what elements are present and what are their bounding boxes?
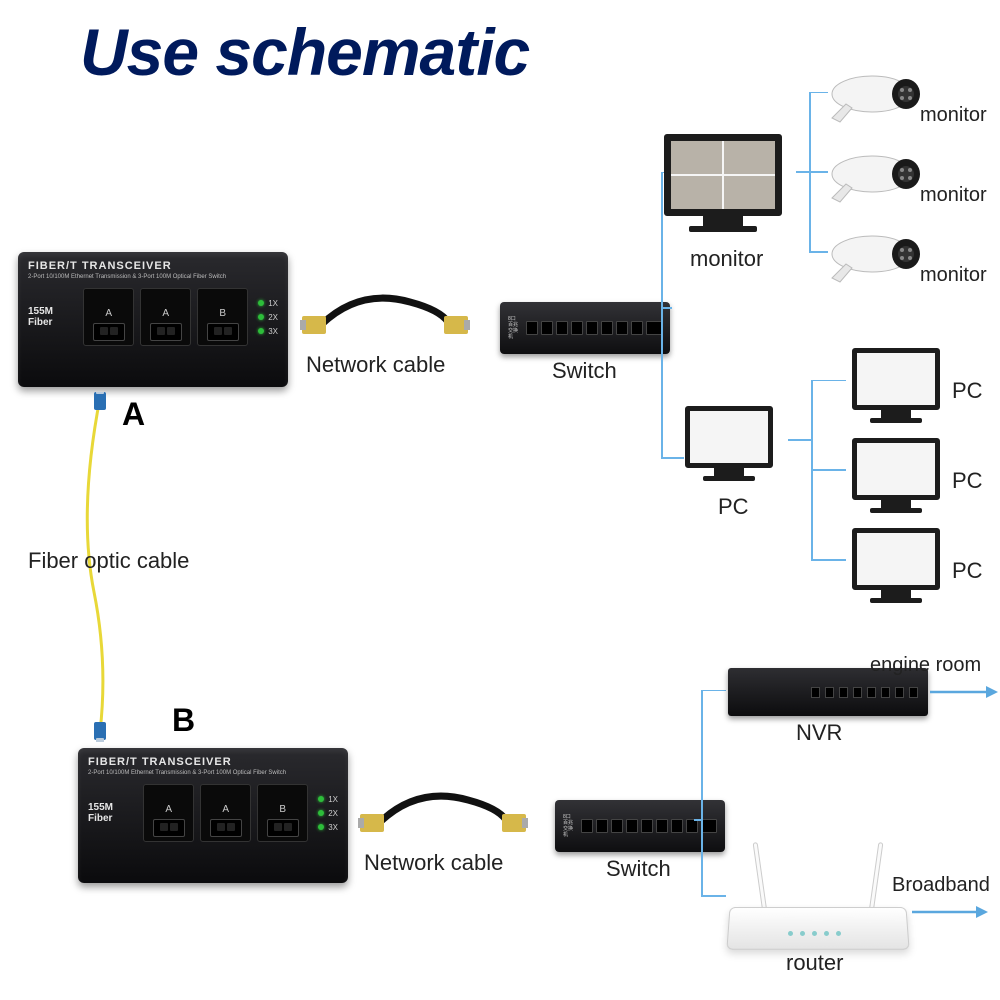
switch-face-label: 8口百兆交换机: [563, 814, 575, 838]
fiber-tag: 155M Fiber: [88, 802, 137, 824]
transceiver-subtitle: 2-Port 10/100M Ethernet Transmission & 3…: [88, 770, 338, 776]
pc-label: PC: [952, 378, 983, 404]
led-indicators: 1X 2X 3X: [258, 299, 278, 336]
camera-label: monitor: [920, 264, 987, 287]
switch-label: Switch: [552, 358, 617, 384]
switch-face-label: 8口百兆交换机: [508, 316, 520, 340]
connection-line: [788, 380, 850, 590]
router-device: [728, 840, 908, 950]
page-title: Use schematic: [80, 14, 529, 90]
nvr-label: NVR: [796, 720, 842, 746]
fiber-cable-label: Fiber optic cable: [28, 548, 189, 574]
network-switch: 8口百兆交换机: [500, 302, 670, 354]
router-label: router: [786, 950, 843, 976]
cctv-monitor: [664, 134, 782, 232]
arrow-icon: [912, 902, 992, 922]
transceiver-title: FIBER/T TRANSCEIVER: [88, 756, 338, 768]
switch-label: Switch: [606, 856, 671, 882]
connection-line: [796, 92, 832, 292]
camera-label: monitor: [920, 184, 987, 207]
network-cable-label: Network cable: [364, 850, 503, 876]
arrow-icon: [930, 682, 1000, 702]
monitor-label: monitor: [690, 246, 763, 272]
pc-monitor: [852, 348, 940, 423]
broadband-label: Broadband: [892, 874, 990, 897]
port-slot: A: [83, 288, 134, 346]
transceiver-title: FIBER/T TRANSCEIVER: [28, 260, 278, 272]
transceiver-subtitle: 2-Port 10/100M Ethernet Transmission & 3…: [28, 274, 278, 280]
fiber-tag: 155M Fiber: [28, 306, 77, 328]
engine-room-label: engine room: [870, 654, 981, 677]
pc-monitor: [852, 438, 940, 513]
pc-monitor: [852, 528, 940, 603]
port-slot: B: [257, 784, 308, 842]
transceiver-a: FIBER/T TRANSCEIVER 2-Port 10/100M Ether…: [18, 252, 288, 387]
transceiver-b: FIBER/T TRANSCEIVER 2-Port 10/100M Ether…: [78, 748, 348, 883]
port-slot: B: [197, 288, 248, 346]
pc-label: PC: [952, 558, 983, 584]
ethernet-cable-icon: [358, 788, 528, 848]
port-slot: A: [200, 784, 251, 842]
unit-b-label: B: [172, 702, 195, 739]
network-cable-label: Network cable: [306, 352, 445, 378]
pc-label: PC: [718, 494, 749, 520]
camera-label: monitor: [920, 104, 987, 127]
led-indicators: 1X 2X 3X: [318, 795, 338, 832]
pc-monitor: [685, 406, 773, 481]
pc-label: PC: [952, 468, 983, 494]
ethernet-cable-icon: [300, 290, 470, 350]
port-slot: A: [140, 288, 191, 346]
port-slot: A: [143, 784, 194, 842]
